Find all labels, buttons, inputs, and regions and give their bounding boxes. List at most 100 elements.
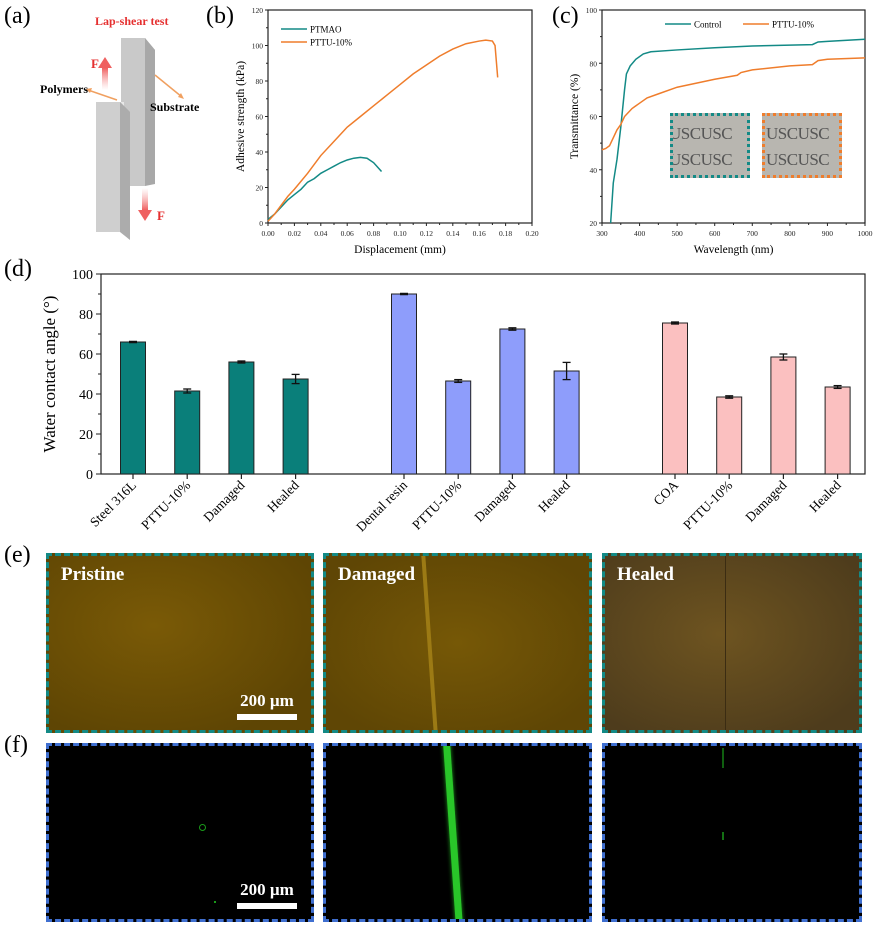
y-tick-label: 100 — [586, 6, 598, 15]
x-tick-label: 0.12 — [420, 229, 433, 238]
series-line-pttu-10- — [601, 57, 866, 151]
y-axis-label: Adhesive strength (kPa) — [235, 61, 247, 172]
legend-label: PTTU-10% — [310, 38, 352, 48]
inset-text-line1: USCUSC — [670, 124, 733, 143]
polymers-pointer — [87, 89, 118, 101]
scale-bar: 200 µm — [237, 880, 297, 909]
series-line-ptmao — [267, 156, 383, 221]
x-axis-label: Wavelength (nm) — [694, 244, 774, 256]
bar — [716, 396, 743, 475]
scale-label: 200 µm — [240, 880, 294, 899]
x-tick-label: 700 — [747, 229, 759, 238]
x-tick-label: 300 — [596, 229, 608, 238]
chart-transmittance: 300 400 500 600 700 800 900 1000 20 40 60 80 100 Wave… — [569, 6, 873, 256]
chart-adhesive-strength: 0.00 0.02 0.04 0.06 0.08 0.10 0.12 0.14 0.16 0.18… — [235, 6, 539, 256]
x-tick-label: 0.04 — [314, 229, 327, 238]
bar — [553, 370, 580, 475]
force-arrow-up-icon — [102, 68, 108, 90]
inset-text-line1: USCUSC — [766, 124, 830, 143]
y-tick-label: 100 — [252, 42, 264, 51]
lap-shear-schematic — [86, 38, 184, 240]
x-tick-label: 600 — [709, 229, 721, 238]
bar — [174, 390, 201, 475]
x-tick-label: 400 — [634, 229, 646, 238]
legend-label: PTTU-10% — [772, 20, 814, 30]
scale-bar: 200 µm — [237, 691, 297, 720]
panel-label-e: (e) — [4, 542, 31, 568]
x-tick-label: 900 — [822, 229, 834, 238]
y-tick-label: 60 — [256, 113, 264, 122]
x-tick-label: 0.02 — [288, 229, 301, 238]
y-tick-label: 0 — [86, 468, 93, 483]
x-axis-label: Displacement (mm) — [354, 244, 446, 256]
fluorescence-image-healed — [602, 743, 862, 922]
image-title: Healed — [617, 564, 674, 585]
bar — [445, 380, 472, 475]
legend-label: Control — [694, 20, 722, 30]
y-tick-label: 0 — [259, 219, 263, 228]
substrate-label: Substrate — [150, 100, 200, 114]
image-title: Damaged — [338, 564, 416, 585]
optical-image-healed: Healed — [601, 552, 863, 734]
series-line-control — [609, 38, 866, 224]
x-tick-label: Damaged — [200, 477, 247, 524]
legend-label: PTMAO — [310, 25, 342, 35]
optical-image-damaged: Damaged — [322, 552, 593, 734]
y-tick-label: 120 — [252, 6, 264, 15]
inset-text-line2: USCUSC — [670, 150, 733, 169]
lap-shear-title: Lap-shear test — [95, 14, 169, 28]
faint-fluorescence — [722, 832, 724, 840]
y-tick-label: 80 — [256, 77, 264, 86]
fluorescent-scratch — [443, 746, 464, 919]
bar — [120, 341, 146, 475]
chart-water-contact-angle: 0 20 40 60 80 100 Water contact angle (°) Steel… — [40, 268, 866, 535]
x-tick-label: Steel 316L — [87, 478, 139, 530]
panel-label-c: (c) — [552, 3, 579, 29]
inset-photo-pttu: USCUSC USCUSC — [762, 113, 842, 178]
y-tick-label: 40 — [256, 148, 264, 157]
y-tick-label: 80 — [590, 59, 598, 68]
faint-fluorescence — [722, 748, 724, 768]
y-tick-label: 20 — [79, 428, 93, 443]
bar — [228, 361, 255, 475]
panel-label-a: (a) — [4, 3, 31, 29]
bar — [282, 378, 309, 475]
force-label-bottom: F — [157, 208, 165, 223]
fluorescent-spot — [199, 824, 206, 831]
healed-scratch-line — [725, 556, 726, 730]
bar — [499, 328, 526, 475]
x-tick-label: 0.16 — [473, 229, 486, 238]
bar — [391, 293, 417, 475]
x-tick-label: 0.18 — [499, 229, 512, 238]
fluorescence-image-pristine: 200 µm — [46, 743, 314, 922]
panel-label-d: (d) — [4, 256, 32, 282]
x-tick-label: 0.08 — [367, 229, 380, 238]
y-axis-label: Transmittance (%) — [569, 74, 581, 160]
polymers-label: Polymers — [40, 82, 88, 96]
x-tick-label: 0.10 — [393, 229, 406, 238]
bar — [770, 356, 797, 475]
x-tick-label: 0.06 — [341, 229, 354, 238]
x-tick-label: 0.14 — [446, 229, 459, 238]
y-tick-label: 20 — [256, 184, 264, 193]
y-tick-label: 40 — [79, 388, 93, 403]
optical-image-pristine: Pristine 200 µm — [45, 552, 315, 734]
x-tick-label: Damaged — [471, 477, 518, 524]
bar — [824, 386, 851, 475]
y-tick-label: 60 — [79, 348, 93, 363]
x-tick-label: Healed — [535, 477, 573, 515]
bar — [662, 322, 688, 475]
panel-label-b: (b) — [206, 3, 234, 29]
y-tick-label: 20 — [590, 219, 598, 228]
force-label-top: F — [91, 56, 99, 71]
x-tick-label: Dental resin — [353, 477, 410, 534]
y-tick-label: 80 — [79, 308, 93, 323]
fluorescent-spot — [214, 901, 216, 903]
x-tick-label: 0.20 — [525, 229, 538, 238]
y-tick-label: 60 — [590, 113, 598, 122]
x-tick-label: 0.00 — [261, 229, 274, 238]
panel-label-f: (f) — [4, 732, 28, 758]
x-tick-label: PTTU-10% — [680, 478, 735, 533]
plot-frame — [100, 273, 866, 475]
x-tick-label: PTTU-10% — [138, 478, 193, 533]
